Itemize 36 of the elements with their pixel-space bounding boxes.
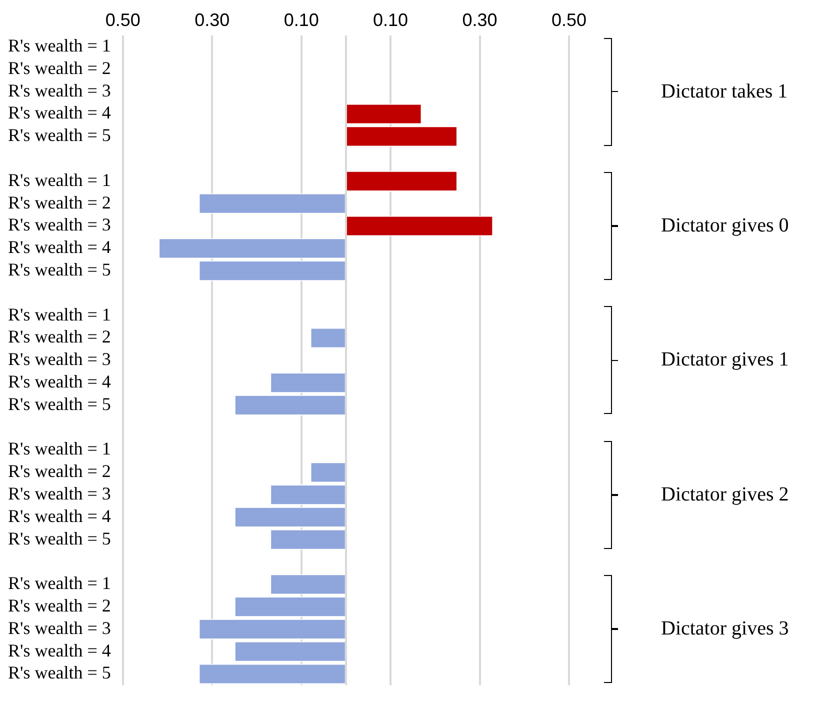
text: Dictator gives 2 (661, 483, 789, 506)
y-tick-label: R's wealth = 4 (8, 372, 111, 392)
y-tick-label: R's wealth = 2 (8, 58, 111, 78)
y-tick-label: R's wealth = 4 (8, 506, 111, 526)
y-tick-label: R's wealth = 3 (8, 80, 111, 100)
y-tick-label: R's wealth = 3 (8, 349, 111, 370)
y-tick-label: R's wealth = 1 (8, 170, 111, 190)
y-tick-label: R's wealth = 5 (8, 662, 111, 683)
y-tick-label: R's wealth = 2 (8, 596, 111, 616)
y-tick-label: R's wealth = 1 (8, 573, 111, 594)
y-tick-label: R's wealth = 5 (8, 528, 111, 548)
x-tick-label: 0.10 (373, 10, 408, 30)
text: Dictator takes 1 (661, 80, 788, 104)
y-tick-label: R's wealth = 5 (8, 394, 111, 414)
y-tick-label: R's wealth = 4 (8, 640, 111, 660)
y-tick-label: R's wealth = 2 (8, 192, 111, 212)
text: Dictator gives 1 (661, 348, 789, 372)
y-tick-label: R's wealth = 5 (8, 260, 111, 280)
text: Dictator gives 0 (661, 214, 789, 238)
y-tick-label: R's wealth = 5 (8, 125, 111, 146)
y-tick-label: R's wealth = 4 (8, 102, 111, 123)
y-tick-label: R's wealth = 1 (8, 36, 111, 56)
y-tick-label: R's wealth = 3 (8, 484, 111, 504)
x-tick-label: 0.30 (462, 10, 498, 30)
y-tick-label: R's wealth = 4 (8, 237, 111, 258)
y-tick-label: R's wealth = 2 (8, 326, 111, 347)
y-tick-label: R's wealth = 2 (8, 461, 111, 482)
y-tick-label: R's wealth = 3 (8, 214, 111, 235)
text: Dictator gives 3 (661, 618, 789, 641)
x-tick-label: 0.50 (551, 10, 587, 30)
x-tick-label: 0.10 (284, 10, 319, 30)
y-tick-label: R's wealth = 1 (8, 438, 111, 459)
x-tick-label: 0.30 (194, 10, 230, 30)
x-tick-label: 0.50 (105, 10, 140, 30)
y-tick-label: R's wealth = 3 (8, 618, 111, 638)
y-tick-label: R's wealth = 1 (8, 304, 111, 324)
